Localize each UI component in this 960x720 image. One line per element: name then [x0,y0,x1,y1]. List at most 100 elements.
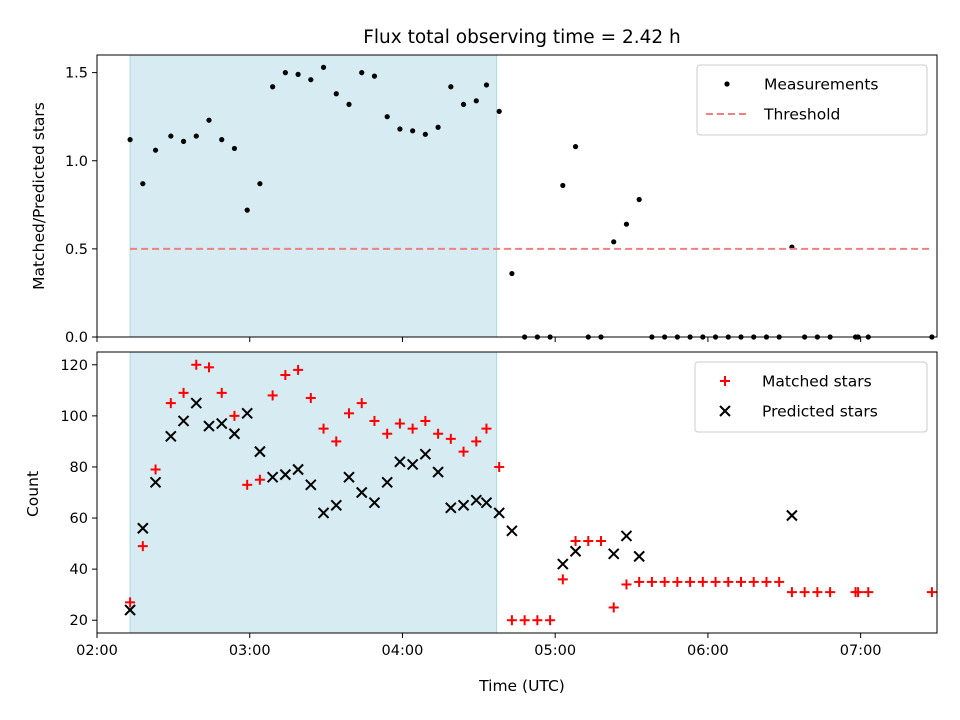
measurement-point [244,207,250,213]
matched-stars-point [229,410,240,421]
matched-stars-point [254,474,265,485]
matched-stars-point [305,392,316,403]
measurement-point [206,117,212,123]
matched-stars-point [382,428,393,439]
matched-stars-point [471,436,482,447]
predicted-stars-point [470,494,482,506]
predicted-stars-point [569,545,582,557]
measurement-point [295,71,301,77]
matched-stars-point [736,576,746,587]
measurement-point [346,101,352,107]
predicted-stars-point [177,415,190,427]
measurement-point [636,196,642,203]
matched-stars-point [685,576,696,587]
predicted-stars-point [480,497,493,509]
matched-stars-point [723,576,734,587]
legend-predicted-marker [719,405,731,417]
bottom-legend-label: Predicted stars [762,403,878,421]
matched-stars-point [672,576,683,587]
predicted-stars-point [457,499,470,511]
measurement-point [422,131,428,137]
matched-stars-point [659,576,670,587]
predicted-stars-point [228,428,241,440]
bottom-observing-window [129,351,498,634]
matched-stars-point [344,408,354,419]
bottom-y-tick-label: 40 [70,562,88,578]
measurement-point [460,101,467,107]
bottom-x-tick-label: 05:00 [534,643,576,659]
predicted-stars-point [432,466,444,478]
matched-stars-point [165,398,176,409]
predicted-stars-point [406,458,419,471]
top-y-axis-label: Matched/Predicted stars [30,102,48,290]
top-legend-label: Threshold [763,106,840,124]
bottom-axes-frame [96,351,938,634]
matched-stars-point [621,579,632,590]
predicted-stars-point [620,530,633,542]
matched-stars-point [369,415,380,426]
matched-stars-point [710,576,721,587]
bottom-y-tick-label: 60 [70,511,88,527]
predicted-stars-point [165,430,177,443]
matched-stars-point [748,576,759,587]
bottom-x-tick-label: 04:00 [382,643,424,659]
matched-stars-point [634,576,645,587]
matched-stars-point [420,415,431,426]
measurement-point [231,145,238,152]
matched-stars-point [608,602,619,613]
matched-stars-point [799,587,810,598]
matched-stars-point [458,446,469,457]
matched-stars-point [150,464,161,475]
top-y-tick-label: 1.0 [65,154,88,170]
measurement-point [448,84,454,90]
bottom-y-tick-label: 20 [70,613,88,629]
predicted-stars-point [381,476,393,488]
bottom-x-tick-label: 06:00 [687,643,729,659]
matched-stars-point [191,359,202,370]
matched-stars-point [407,423,418,434]
matched-stars-point [926,587,937,598]
matched-stars-point [774,576,785,587]
predicted-stars-point [633,550,645,563]
measurement-point [371,73,378,79]
measurement-point [483,82,490,88]
matched-stars-point [761,576,772,587]
predicted-stars-point [557,558,569,570]
predicted-stars-point [506,525,518,537]
matched-stars-point [216,387,227,398]
predicted-stars-point [292,463,304,476]
predicted-stars-point [254,445,266,458]
predicted-stars-point [493,507,505,519]
bottom-x-tick-label: 02:00 [76,643,118,659]
predicted-stars-point [305,479,317,491]
bottom-x-tick-label: 03:00 [229,643,271,659]
top-legend-box [696,64,928,136]
bottom-legend-label: Matched stars [762,373,872,391]
matched-stars-point [394,418,405,429]
matched-stars-point [786,587,797,598]
predicted-stars-point [317,507,330,519]
matched-stars-point [293,364,304,375]
matched-stars-point [204,362,214,373]
predicted-stars-point [124,604,136,616]
bottom-panel: 20 40 60 80 100 120 02:00 03:00 04:00 05:00 06:00 0… [60,351,938,659]
predicted-stars-point [190,397,202,409]
chart-title: Flux total observing time = 2.42 h [363,27,681,48]
predicted-stars-point [786,509,798,522]
matched-stars-point [125,597,136,608]
measurement-point [359,70,365,76]
predicted-stars-point [445,502,457,514]
bottom-x-tick-label: 07:00 [840,643,882,659]
bottom-legend-box [694,361,928,433]
predicted-stars-point [356,486,368,499]
top-y-tick-label: 0.0 [65,330,88,346]
matched-stars-point [863,587,874,598]
matched-stars-point [557,574,568,585]
measurement-point [496,108,502,114]
predicted-stars-point [608,548,620,560]
matched-stars-point [545,615,556,626]
measurement-point [257,181,263,187]
bottom-y-tick-label: 120 [60,358,88,374]
matched-stars-point [596,536,606,547]
